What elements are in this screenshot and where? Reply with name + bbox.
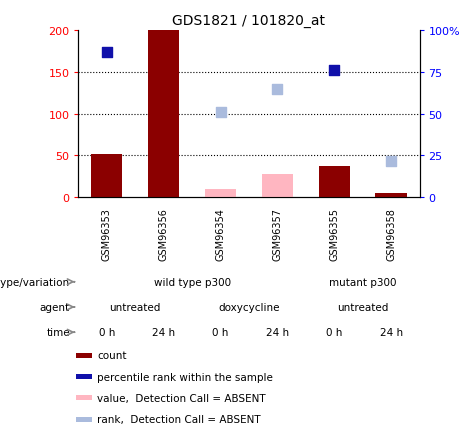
- Bar: [76, 417, 92, 421]
- Text: 0 h: 0 h: [99, 328, 115, 337]
- Bar: [148, 31, 179, 198]
- Bar: [91, 155, 123, 198]
- Bar: [76, 353, 92, 358]
- Title: GDS1821 / 101820_at: GDS1821 / 101820_at: [172, 14, 325, 28]
- Text: wild type p300: wild type p300: [154, 277, 230, 287]
- Point: [387, 158, 395, 164]
- Text: percentile rank within the sample: percentile rank within the sample: [97, 372, 273, 382]
- Text: GSM96355: GSM96355: [329, 207, 339, 260]
- Point: [217, 109, 224, 116]
- Text: agent: agent: [40, 302, 70, 312]
- Text: 24 h: 24 h: [266, 328, 289, 337]
- Text: untreated: untreated: [110, 302, 161, 312]
- Point: [274, 86, 281, 93]
- Text: doxycycline: doxycycline: [218, 302, 280, 312]
- Text: GSM96357: GSM96357: [272, 207, 283, 260]
- Text: 0 h: 0 h: [326, 328, 343, 337]
- Text: GSM96353: GSM96353: [102, 207, 112, 260]
- Text: time: time: [47, 328, 70, 337]
- Text: GSM96356: GSM96356: [159, 207, 169, 260]
- Bar: [76, 374, 92, 379]
- Text: 24 h: 24 h: [379, 328, 402, 337]
- Text: rank,  Detection Call = ABSENT: rank, Detection Call = ABSENT: [97, 414, 261, 424]
- Text: GSM96354: GSM96354: [215, 207, 225, 260]
- Text: value,  Detection Call = ABSENT: value, Detection Call = ABSENT: [97, 393, 266, 403]
- Bar: [262, 174, 293, 198]
- Text: genotype/variation: genotype/variation: [0, 277, 70, 287]
- Text: 24 h: 24 h: [152, 328, 175, 337]
- Text: 0 h: 0 h: [213, 328, 229, 337]
- Text: untreated: untreated: [337, 302, 388, 312]
- Point: [103, 49, 111, 56]
- Bar: [205, 190, 236, 198]
- Text: GSM96358: GSM96358: [386, 207, 396, 260]
- Text: count: count: [97, 351, 127, 361]
- Bar: [319, 167, 350, 198]
- Point: [331, 67, 338, 74]
- Bar: [76, 395, 92, 401]
- Bar: [375, 194, 407, 198]
- Text: mutant p300: mutant p300: [329, 277, 396, 287]
